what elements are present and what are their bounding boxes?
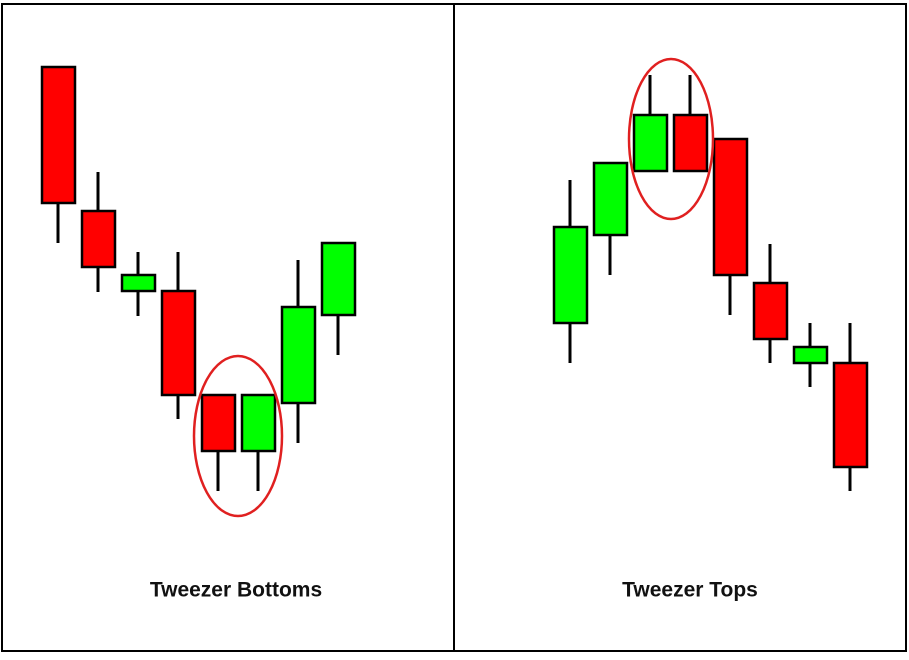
- candle: [200, 393, 237, 453]
- candle: [672, 113, 709, 173]
- highlight-oval: [192, 354, 284, 518]
- right-panel: Tweezer Tops: [552, 57, 869, 602]
- panel-label: Tweezer Bottoms: [150, 579, 322, 602]
- candle: [240, 393, 277, 453]
- candle: [40, 65, 77, 205]
- candle: [632, 113, 669, 173]
- highlight-oval: [627, 57, 715, 221]
- candle: [552, 225, 589, 325]
- candle: [120, 273, 157, 293]
- candle: [280, 305, 317, 405]
- panel-label: Tweezer Tops: [622, 579, 758, 602]
- candle: [320, 241, 357, 317]
- candle: [160, 289, 197, 397]
- candle: [592, 161, 629, 237]
- left-panel: Tweezer Bottoms: [40, 65, 357, 602]
- candle: [712, 137, 749, 277]
- candle: [752, 281, 789, 341]
- candle: [832, 361, 869, 469]
- candle: [80, 209, 117, 269]
- candle: [792, 345, 829, 365]
